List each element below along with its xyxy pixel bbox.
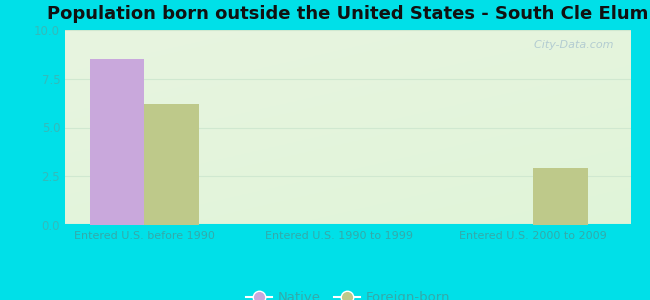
Text: City-Data.com: City-Data.com — [527, 40, 614, 50]
Bar — [90, 59, 144, 225]
Title: Population born outside the United States - South Cle Elum: Population born outside the United State… — [47, 5, 649, 23]
Legend: Native, Foreign-born: Native, Foreign-born — [240, 286, 455, 300]
Bar — [144, 104, 199, 225]
Bar — [533, 168, 588, 225]
